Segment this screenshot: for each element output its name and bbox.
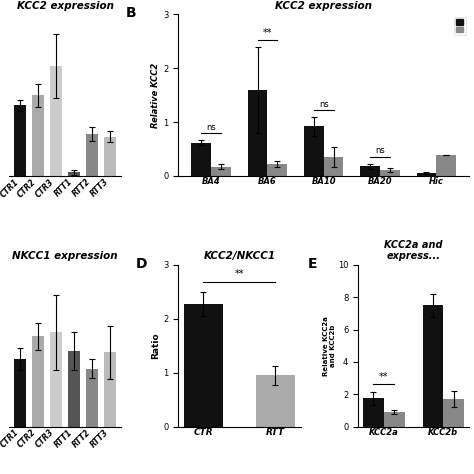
Bar — [417, 173, 437, 176]
Bar — [443, 399, 464, 427]
Bar — [437, 155, 456, 176]
Bar — [68, 351, 80, 427]
Y-axis label: Relative KCC2a
and KCC2b: Relative KCC2a and KCC2b — [323, 316, 337, 375]
Y-axis label: Ratio: Ratio — [151, 332, 160, 359]
Bar — [267, 164, 287, 176]
Bar — [211, 167, 231, 176]
Bar — [363, 398, 384, 427]
Title: KCC2 expression: KCC2 expression — [17, 0, 114, 10]
Text: B: B — [126, 6, 137, 20]
Text: ns: ns — [375, 146, 385, 155]
Text: D: D — [136, 257, 147, 271]
Bar — [86, 369, 98, 427]
Bar — [32, 337, 44, 427]
Bar — [14, 359, 26, 427]
Bar — [184, 304, 223, 427]
Bar — [191, 143, 211, 176]
Bar — [68, 173, 80, 176]
Bar — [32, 95, 44, 176]
Title: KCC2/NKCC1: KCC2/NKCC1 — [203, 251, 275, 261]
Text: ns: ns — [206, 123, 216, 132]
Bar — [14, 106, 26, 176]
Y-axis label: Relative KCC2: Relative KCC2 — [151, 63, 160, 128]
Text: **: ** — [379, 372, 389, 382]
Bar — [384, 412, 405, 427]
Text: ns: ns — [319, 100, 328, 109]
Bar — [86, 134, 98, 176]
Bar — [380, 170, 400, 176]
Bar — [360, 166, 380, 176]
Legend: , : , — [454, 17, 466, 35]
Bar — [50, 332, 62, 427]
Text: **: ** — [263, 28, 272, 38]
Text: **: ** — [235, 269, 244, 280]
Bar — [104, 353, 116, 427]
Bar — [422, 305, 443, 427]
Title: KCC2a and
express...: KCC2a and express... — [384, 240, 443, 261]
Bar — [255, 375, 295, 427]
Bar — [50, 66, 62, 176]
Bar — [104, 137, 116, 176]
Bar — [248, 90, 267, 176]
Title: NKCC1 expression: NKCC1 expression — [12, 251, 118, 261]
Bar — [324, 157, 344, 176]
Title: KCC2 expression: KCC2 expression — [275, 0, 372, 10]
Bar — [304, 127, 324, 176]
Text: E: E — [308, 257, 318, 271]
